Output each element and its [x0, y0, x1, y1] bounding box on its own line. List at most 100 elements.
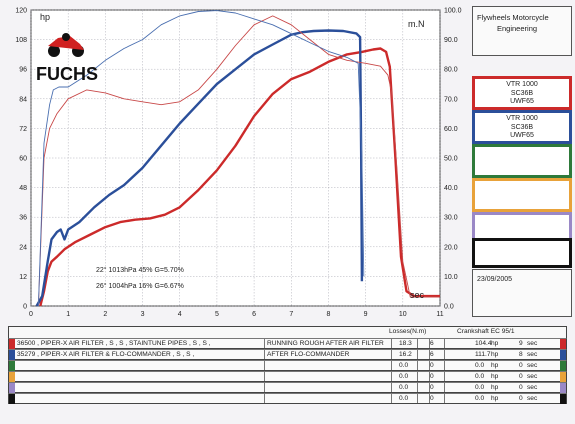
y-left-tick: 60	[19, 156, 27, 163]
legend-entry-2[interactable]: VTR 1000 SC36B UWF65	[472, 110, 572, 144]
row-loss: 0.0	[399, 395, 409, 402]
row-t: 0	[519, 395, 523, 402]
row-color-swatch	[560, 394, 566, 404]
x-tick: 8	[327, 311, 331, 318]
condition-red: 22° 1013hPa 45% G=5.70%	[96, 266, 184, 274]
row-color-swatch	[9, 394, 15, 404]
row-t: 9	[519, 340, 523, 347]
row-loss: 0.0	[399, 373, 409, 380]
row-loss: 18.3	[399, 340, 412, 347]
y-left-tick: 12	[19, 274, 27, 281]
y-right-tick: 50.0	[444, 156, 458, 163]
row-color-swatch	[9, 339, 15, 349]
chart-series	[35, 10, 440, 307]
legend-entry-4[interactable]	[472, 178, 572, 212]
row-n: 0	[430, 362, 434, 369]
y-right-tick: 40.0	[444, 185, 458, 192]
column-divider	[391, 383, 392, 392]
row-unit: hp	[491, 351, 499, 358]
column-divider	[429, 361, 430, 370]
row-unit: hp	[491, 340, 499, 347]
y-left-tick: 0	[23, 304, 27, 311]
series-line-4	[37, 10, 365, 307]
legend-text: UWF65	[510, 98, 534, 105]
row-unit: hp	[491, 373, 499, 380]
row-tunit: sec	[527, 384, 538, 391]
row-power: 0.0	[475, 373, 485, 380]
legend-text: VTR 1000	[506, 115, 538, 122]
motorbike-logo-icon	[48, 33, 84, 57]
company-name-line2: Engineering	[497, 24, 538, 33]
row-unit: hp	[491, 384, 499, 391]
row-t: 0	[519, 373, 523, 380]
row-t: 0	[519, 362, 523, 369]
column-divider	[391, 350, 392, 359]
legend-entry-1[interactable]: VTR 1000 SC36B UWF65	[472, 76, 572, 110]
row-tunit: sec	[527, 373, 538, 380]
y-right-tick: 80.0	[444, 67, 458, 74]
column-divider	[417, 339, 418, 348]
y-left-tick: 24	[19, 244, 27, 251]
row-power: 104.4	[475, 340, 492, 347]
chart-grid	[30, 9, 441, 307]
y-left-tick: 48	[19, 185, 27, 192]
column-divider	[444, 383, 445, 392]
row-tunit: sec	[527, 362, 538, 369]
title-box: Flywheels Motorcycle Engineering	[472, 6, 572, 56]
row-n: 0	[430, 373, 434, 380]
y-right-tick: 20.0	[444, 244, 458, 251]
column-divider	[444, 339, 445, 348]
row-color-swatch	[9, 361, 15, 371]
column-divider	[391, 372, 392, 381]
column-divider	[264, 350, 265, 359]
legend-entry-6[interactable]	[472, 238, 572, 268]
row-tunit: sec	[527, 340, 538, 347]
x-tick: 0	[29, 311, 33, 318]
column-divider	[264, 361, 265, 370]
column-divider	[391, 394, 392, 403]
row-color-swatch	[560, 339, 566, 349]
x-tick: 4	[178, 311, 182, 318]
column-divider	[417, 383, 418, 392]
series-line-2	[35, 29, 364, 307]
column-divider	[429, 383, 430, 392]
table-header: Losses(N.m) Crankshaft EC 95/1	[8, 326, 567, 338]
row-loss: 0.0	[399, 384, 409, 391]
x-tick: 6	[252, 311, 256, 318]
y-left-label: hp	[40, 12, 50, 22]
legend-text: UWF65	[510, 132, 534, 139]
table-row: 36500 , PIPER-X AIR FILTER , S , S , STA…	[8, 338, 567, 349]
row-color-swatch	[560, 350, 566, 360]
y-right-tick: 0.0	[444, 304, 454, 311]
dyno-chart: 012243648607284961081200.010.020.030.040…	[15, 8, 461, 319]
legend-entry-3[interactable]	[472, 144, 572, 178]
condition-blue: 26° 1004hPa 16% G=6.67%	[96, 282, 184, 290]
table-row: 0.0 0 0.0 hp 0 sec	[8, 382, 567, 393]
legend-text: SC36B	[510, 123, 534, 131]
table-row: 35279 , PIPER-X AIR FILTER & FLO-COMMAND…	[8, 349, 567, 360]
row-color-swatch	[560, 383, 566, 393]
x-tick: 7	[289, 311, 293, 318]
fuchs-logo: FUCHS	[36, 30, 100, 83]
x-tick: 9	[364, 311, 368, 318]
column-divider	[417, 372, 418, 381]
row-color-swatch	[9, 383, 15, 393]
row-color-swatch	[9, 372, 15, 382]
column-divider	[444, 372, 445, 381]
column-divider	[417, 350, 418, 359]
fuchs-logo-text: FUCHS	[36, 64, 98, 84]
column-divider	[391, 361, 392, 370]
y-right-tick: 30.0	[444, 215, 458, 222]
x-tick: 11	[436, 311, 443, 318]
chart-axes: 012243648607284961081200.010.020.030.040…	[15, 8, 461, 319]
row-loss: 16.2	[399, 351, 412, 358]
legend-panel: Flywheels Motorcycle Engineering VTR 100…	[472, 6, 572, 318]
row-color-swatch	[560, 372, 566, 382]
y-left-tick: 96	[19, 67, 27, 74]
x-tick: 2	[103, 311, 107, 318]
row-loss: 0.0	[399, 362, 409, 369]
x-tick: 5	[215, 311, 219, 318]
row-tunit: sec	[527, 351, 538, 358]
x-unit-label: sec	[410, 290, 425, 300]
